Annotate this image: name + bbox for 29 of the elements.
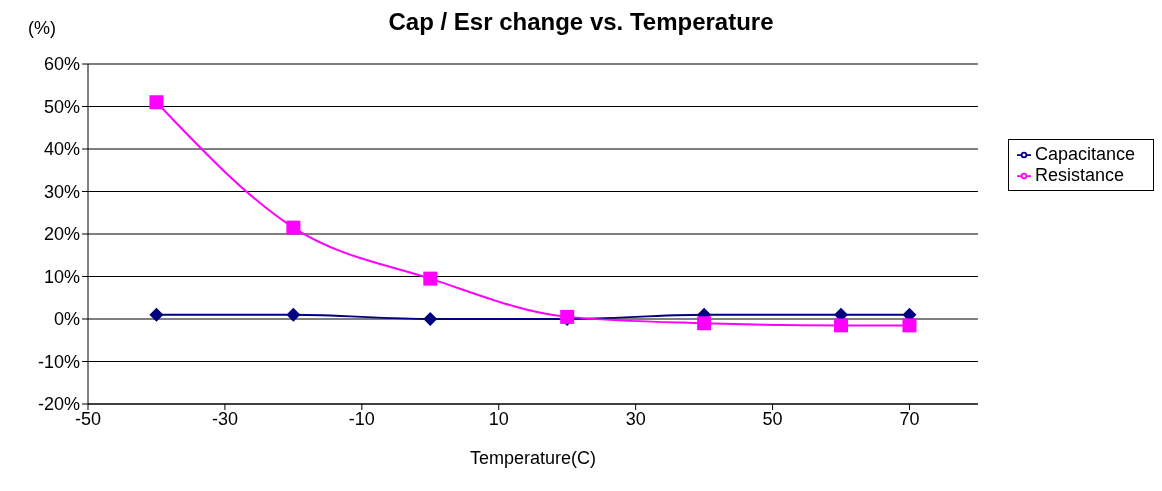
x-tick-label: -10 [348, 408, 375, 429]
chart-title: Cap / Esr change vs. Temperature [388, 8, 774, 35]
y-tick-label: -20% [37, 394, 80, 415]
y-tick-label: -10% [37, 351, 80, 372]
y-tick-label: 20% [43, 224, 80, 245]
point [286, 307, 301, 322]
x-axis-title: Temperature(C) [469, 448, 596, 468]
y-axis-title: (%) [28, 18, 56, 39]
point [286, 220, 301, 235]
y-tick-label: 10% [43, 266, 80, 287]
y-tick-label: 0% [53, 309, 80, 330]
point [902, 318, 917, 333]
legend-label: Resistance [1034, 165, 1124, 185]
point [149, 307, 164, 322]
y-tick-label: 30% [43, 181, 80, 202]
y-tick-label: 50% [43, 96, 80, 117]
y-tick-label: 60% [43, 54, 80, 75]
x-tick-label: 50 [762, 408, 783, 429]
x-tick-label: 10 [488, 408, 509, 429]
point [423, 271, 438, 286]
point [149, 95, 164, 110]
y-tick-label: 40% [43, 139, 80, 160]
point [697, 316, 712, 331]
point [834, 318, 849, 333]
x-tick-label: -30 [211, 408, 238, 429]
x-tick-label: 70 [899, 408, 920, 429]
x-tick-label: 30 [625, 408, 646, 429]
point [423, 312, 438, 326]
legend-label: Capacitance [1034, 144, 1135, 164]
